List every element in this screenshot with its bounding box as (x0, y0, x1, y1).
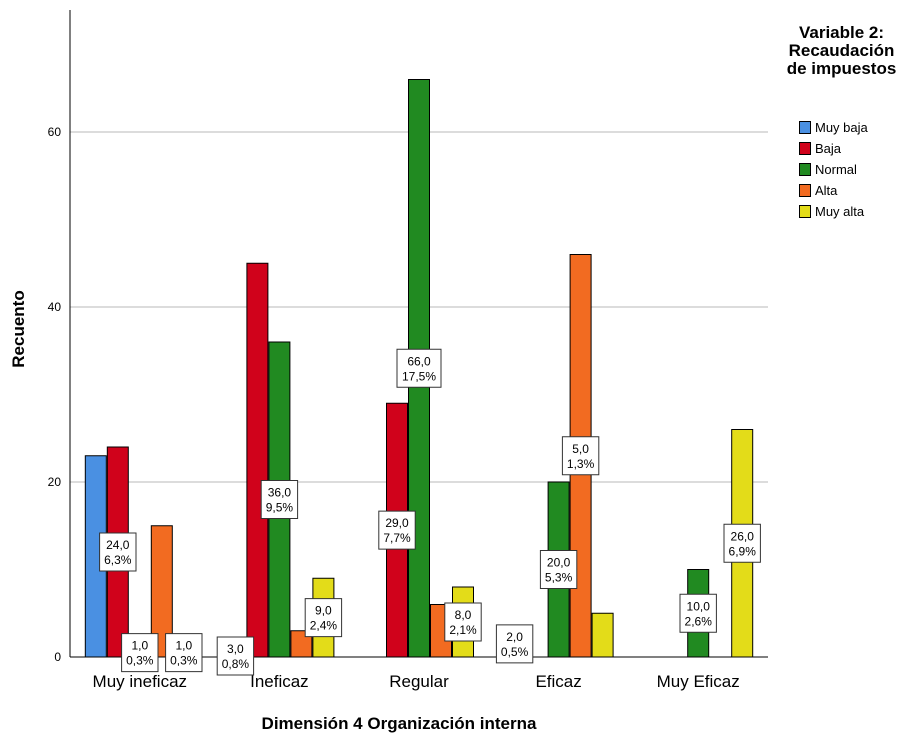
data-label-text: 0,8% (222, 657, 250, 671)
data-label: 20,05,3% (539, 550, 578, 589)
data-label-text: 3,0 (227, 642, 244, 656)
legend-item: Baja (799, 138, 868, 159)
data-label-box (561, 436, 600, 476)
data-label-text: 9,5% (266, 501, 294, 515)
data-label-box (444, 602, 482, 642)
data-label-text: 0,3% (170, 654, 198, 668)
data-labels: 24,06,3%1,00,3%1,00,3%3,00,8%36,09,5%9,0… (99, 348, 761, 676)
data-label: 66,017,5% (396, 348, 442, 388)
data-label-text: 6,9% (729, 544, 757, 558)
y-tick-labels: 0 20 40 60 (48, 125, 62, 664)
data-label-box (378, 510, 416, 550)
data-label-text: 66,0 (407, 354, 431, 368)
data-label-text: 2,6% (685, 614, 713, 628)
data-label-box (304, 598, 343, 638)
legend-item: Alta (799, 180, 868, 201)
x-tick-label: Ineficaz (250, 672, 309, 691)
legend-item: Muy baja (799, 117, 868, 138)
bar-muy-alta (591, 612, 614, 658)
data-label-text: 36,0 (268, 486, 292, 500)
data-label: 9,02,4% (304, 598, 343, 638)
legend-swatch (799, 163, 811, 176)
x-tick-label: Regular (389, 672, 449, 691)
data-label-box (260, 480, 299, 519)
y-tick-label: 0 (54, 650, 61, 664)
data-label: 5,01,3% (561, 436, 600, 476)
legend-label: Normal (815, 162, 857, 177)
data-label: 1,00,3% (121, 633, 159, 673)
y-axis-label: Recuento (9, 290, 28, 367)
x-tick-label: Eficaz (535, 672, 581, 691)
data-label-text: 29,0 (385, 516, 409, 530)
legend-swatch (799, 142, 811, 155)
data-label-text: 1,3% (567, 457, 595, 471)
data-label-text: 8,0 (455, 608, 472, 622)
legend-item: Normal (799, 159, 868, 180)
data-label: 36,09,5% (260, 480, 299, 519)
bar-baja (246, 262, 269, 658)
legend-swatch (799, 184, 811, 197)
y-tick-label: 20 (48, 475, 62, 489)
data-label-text: 24,0 (106, 538, 130, 552)
y-tick-label: 40 (48, 300, 62, 314)
legend-title-line: Recaudación (788, 41, 895, 60)
data-label-box (539, 550, 578, 589)
data-label-box (396, 348, 442, 388)
data-label: 24,06,3% (99, 532, 137, 572)
legend-title: Variable 2: Recaudación de impuestos (776, 24, 907, 78)
data-label-text: 2,4% (310, 619, 338, 633)
data-label: 29,07,7% (378, 510, 416, 550)
data-label: 1,00,3% (165, 633, 203, 673)
data-label-text: 5,0 (572, 442, 589, 456)
data-label-box (216, 636, 255, 676)
data-label-text: 17,5% (402, 369, 436, 383)
legend-item: Muy alta (799, 201, 868, 222)
data-label-box (121, 633, 159, 673)
x-axis-label: Dimensión 4 Organización interna (262, 714, 537, 733)
data-label-box (723, 523, 761, 563)
data-label: 8,02,1% (444, 602, 482, 642)
legend-swatch (799, 205, 811, 218)
data-label-text: 2,1% (449, 623, 477, 637)
data-label-text: 0,3% (126, 654, 154, 668)
data-label: 3,00,8% (216, 636, 255, 676)
data-label-text: 10,0 (687, 599, 711, 613)
legend: Muy baja Baja Normal Alta Muy alta (799, 117, 868, 222)
x-tick-label: Muy Eficaz (657, 672, 740, 691)
data-label-text: 9,0 (315, 604, 332, 618)
data-label-box (679, 593, 717, 633)
data-label-box (165, 633, 203, 673)
data-label: 26,06,9% (723, 523, 761, 563)
data-label: 2,00,5% (495, 624, 534, 664)
data-label-text: 2,0 (506, 630, 523, 644)
data-label: 10,02,6% (679, 593, 717, 633)
legend-label: Alta (815, 183, 838, 198)
data-label-text: 6,3% (104, 553, 132, 567)
data-label-text: 26,0 (731, 529, 755, 543)
y-tick-label: 60 (48, 125, 62, 139)
data-label-box (495, 624, 534, 664)
data-label-text: 20,0 (547, 556, 571, 570)
data-label-text: 1,0 (131, 639, 148, 653)
x-tick-labels: Muy ineficaz Ineficaz Regular Eficaz Muy Efi… (93, 672, 740, 691)
data-label-box (99, 532, 137, 572)
legend-label: Muy baja (815, 120, 868, 135)
x-tick-label: Muy ineficaz (93, 672, 187, 691)
legend-title-line: de impuestos (786, 59, 897, 78)
data-label-text: 0,5% (501, 645, 529, 659)
data-label-text: 5,3% (545, 571, 573, 585)
legend-title-line: Variable 2: (798, 23, 885, 42)
data-label-text: 7,7% (383, 531, 411, 545)
legend-label: Baja (815, 141, 842, 156)
legend-label: Muy alta (815, 204, 865, 219)
data-label-text: 1,0 (175, 639, 192, 653)
legend-swatch (799, 121, 811, 134)
